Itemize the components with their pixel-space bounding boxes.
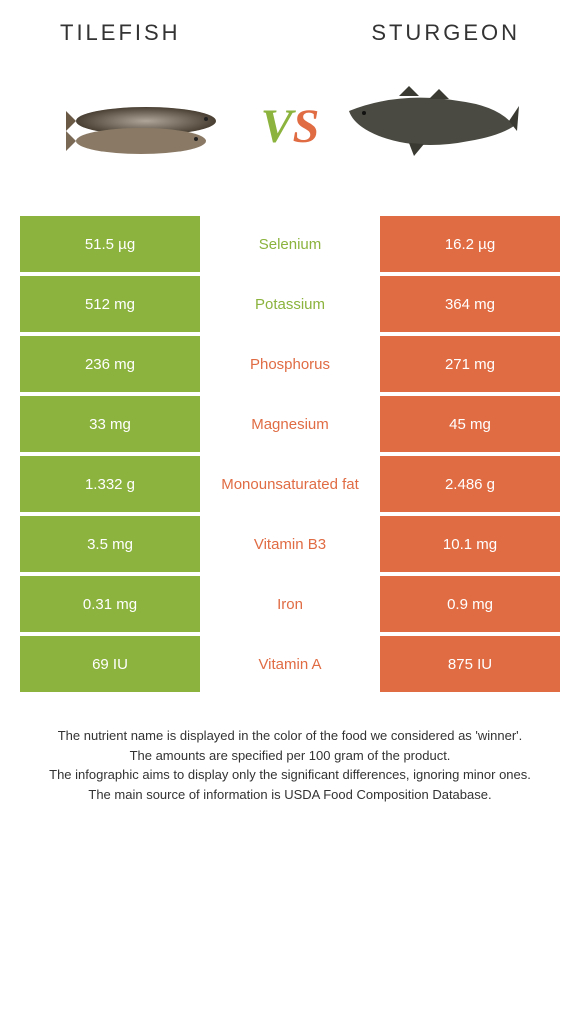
nutrient-label: Potassium	[200, 276, 380, 332]
vs-row: VS	[0, 56, 580, 216]
nutrient-table: 51.5 µgSelenium16.2 µg512 mgPotassium364…	[20, 216, 560, 692]
left-value: 512 mg	[20, 276, 200, 332]
left-value: 0.31 mg	[20, 576, 200, 632]
left-food-title: TILEFISH	[60, 20, 181, 46]
right-value: 45 mg	[380, 396, 560, 452]
left-value: 69 IU	[20, 636, 200, 692]
nutrient-row: 1.332 gMonounsaturated fat2.486 g	[20, 456, 560, 512]
right-food-title: STURGEON	[371, 20, 520, 46]
footer-line: The nutrient name is displayed in the co…	[25, 726, 555, 746]
right-value: 2.486 g	[380, 456, 560, 512]
footer-line: The amounts are specified per 100 gram o…	[25, 746, 555, 766]
right-value: 10.1 mg	[380, 516, 560, 572]
nutrient-row: 512 mgPotassium364 mg	[20, 276, 560, 332]
right-value: 16.2 µg	[380, 216, 560, 272]
right-value: 0.9 mg	[380, 576, 560, 632]
nutrient-row: 3.5 mgVitamin B310.1 mg	[20, 516, 560, 572]
nutrient-row: 51.5 µgSelenium16.2 µg	[20, 216, 560, 272]
nutrient-label: Phosphorus	[200, 336, 380, 392]
left-value: 236 mg	[20, 336, 200, 392]
nutrient-row: 33 mgMagnesium45 mg	[20, 396, 560, 452]
nutrient-row: 236 mgPhosphorus271 mg	[20, 336, 560, 392]
left-value: 3.5 mg	[20, 516, 200, 572]
header: TILEFISH STURGEON	[0, 0, 580, 56]
nutrient-label: Iron	[200, 576, 380, 632]
nutrient-label: Selenium	[200, 216, 380, 272]
left-value: 33 mg	[20, 396, 200, 452]
nutrient-label: Monounsaturated fat	[200, 456, 380, 512]
vs-s-letter: S	[293, 100, 320, 153]
nutrient-row: 0.31 mgIron0.9 mg	[20, 576, 560, 632]
tilefish-image	[61, 66, 241, 186]
right-value: 875 IU	[380, 636, 560, 692]
footer-line: The main source of information is USDA F…	[25, 785, 555, 805]
vs-label: VS	[261, 99, 320, 154]
vs-v-letter: V	[261, 100, 293, 153]
nutrient-row: 69 IUVitamin A875 IU	[20, 636, 560, 692]
nutrient-label: Vitamin B3	[200, 516, 380, 572]
right-value: 364 mg	[380, 276, 560, 332]
right-value: 271 mg	[380, 336, 560, 392]
left-value: 1.332 g	[20, 456, 200, 512]
footer-line: The infographic aims to display only the…	[25, 765, 555, 785]
nutrient-label: Vitamin A	[200, 636, 380, 692]
left-value: 51.5 µg	[20, 216, 200, 272]
sturgeon-image	[339, 66, 519, 186]
nutrient-label: Magnesium	[200, 396, 380, 452]
footer-notes: The nutrient name is displayed in the co…	[0, 696, 580, 804]
